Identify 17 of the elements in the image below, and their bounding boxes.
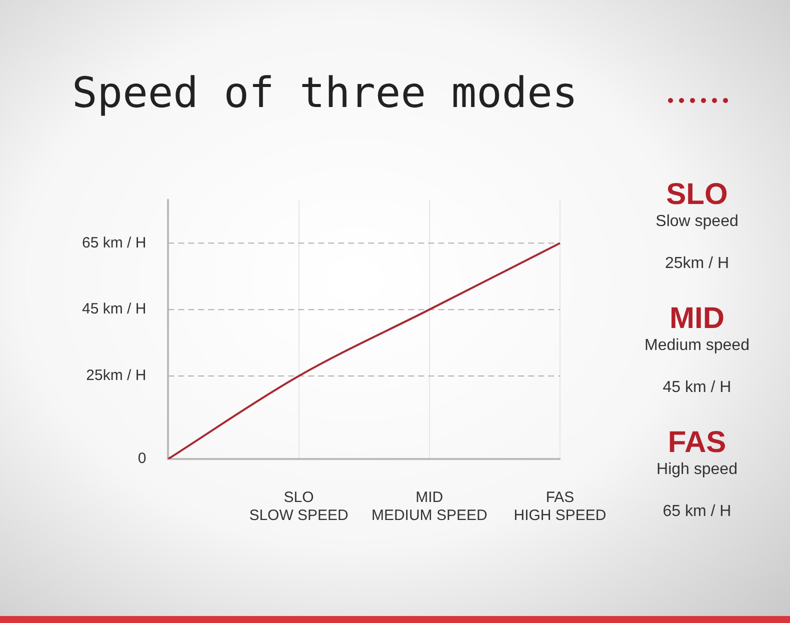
text: FAS <box>666 426 728 460</box>
text: Medium speed <box>644 336 750 356</box>
y-tick-label: 0 <box>138 450 146 468</box>
text: Slow speed <box>654 212 740 232</box>
x-tick-label: SLO SLOW SPEED <box>249 489 349 524</box>
text: 65 km / H <box>662 502 732 522</box>
text: High speed <box>656 460 738 480</box>
x-tick-label: MID MEDIUM SPEED <box>371 489 488 524</box>
text: 45 km / H <box>662 378 732 398</box>
x-tick-label: FAS HIGH SPEED <box>514 489 606 524</box>
y-tick-label: 25km / H <box>86 367 146 384</box>
text: 25km / H <box>664 254 730 274</box>
chart-title: Speed of three modes <box>72 68 578 117</box>
text: SLO <box>665 178 729 212</box>
text: MID <box>668 302 726 336</box>
y-tick-label: 65 km / H <box>82 234 146 252</box>
y-tick-label: 45 km / H <box>82 300 146 318</box>
